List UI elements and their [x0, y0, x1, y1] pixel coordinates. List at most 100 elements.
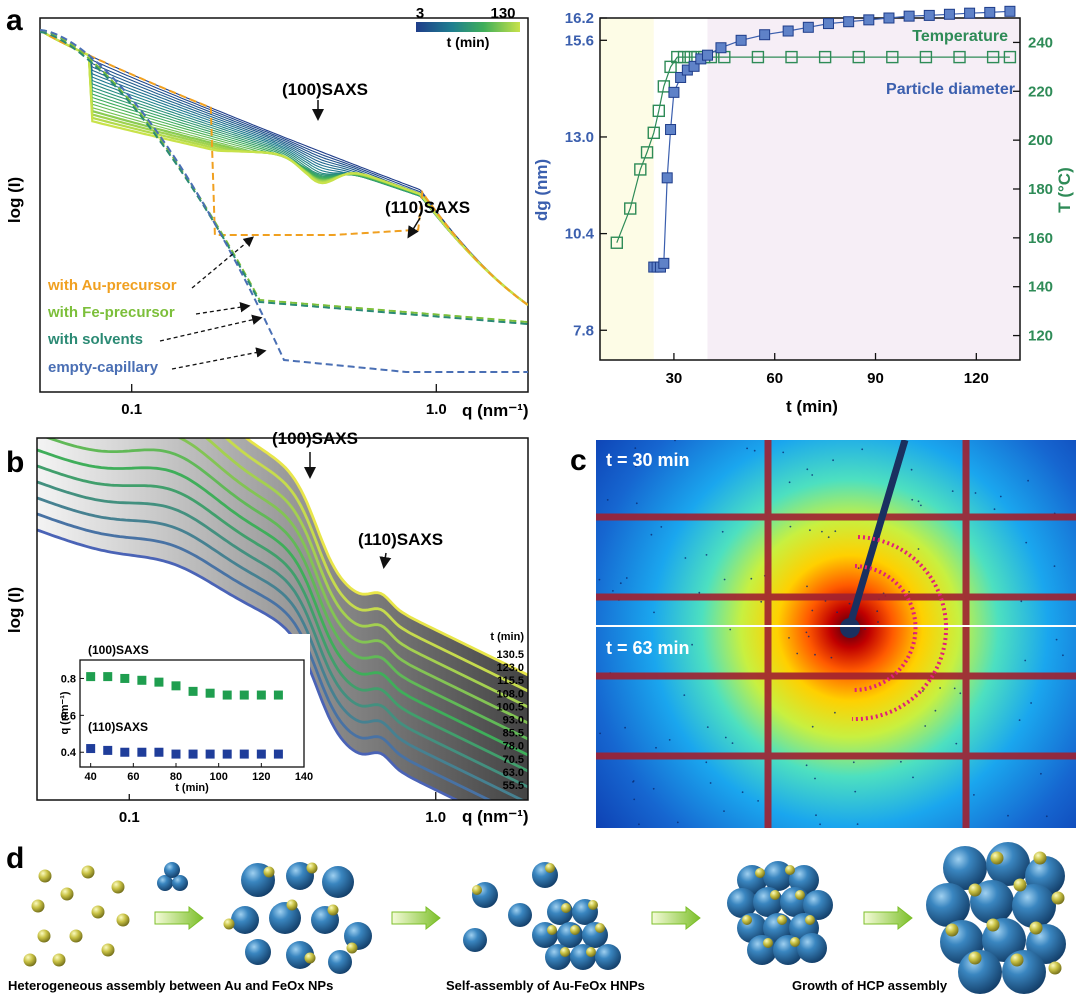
diameter-point [943, 8, 955, 20]
saxs-curve [40, 29, 528, 306]
peak-110-arrow [379, 552, 392, 569]
inset-point [239, 690, 249, 700]
peak-110-annotation: (110)SAXS [358, 530, 443, 549]
inset: 40 60 80 100 120 140 0.4 0.6 0.8 (100)SAXS (110)… [59, 634, 313, 794]
reference-curve [40, 29, 528, 323]
speckle [819, 823, 821, 826]
feox-particle [943, 846, 987, 890]
speckle [934, 709, 937, 712]
reference-curve [40, 29, 528, 373]
diameter-point [688, 60, 700, 72]
au-particle [742, 915, 752, 925]
saxs-curve [40, 29, 528, 306]
inset-points [86, 672, 283, 759]
peak-100-annotation: (100)SAXS [282, 80, 368, 99]
inset-point [86, 744, 96, 754]
speckle [830, 656, 833, 659]
x-tick-label: 0.1 [121, 401, 142, 418]
temperature-point [624, 202, 637, 215]
y-left-tick-label: 13.0 [565, 129, 594, 146]
au-particle [547, 925, 557, 935]
au-particle [790, 937, 800, 947]
au-particle [785, 865, 795, 875]
speckle [789, 525, 792, 528]
process-arrow [154, 905, 204, 931]
speckle [757, 800, 759, 802]
series-label: 108.0 [496, 688, 524, 700]
speckle [625, 577, 628, 579]
speckle [811, 609, 814, 612]
au-particle [52, 953, 66, 967]
saxs-curve [40, 29, 528, 306]
caption-hcp-growth: Growth of HCP assembly [792, 978, 948, 993]
y-right-tick-label: 160 [1028, 230, 1053, 247]
shaded-region [707, 18, 1020, 360]
speckle [683, 694, 686, 696]
speckle [827, 536, 830, 539]
saxs-curve [244, 438, 528, 677]
speckle [811, 474, 814, 476]
saxs-curve [176, 438, 528, 725]
feox-particle [803, 890, 833, 920]
inset-point [137, 675, 147, 685]
feox-particle [231, 906, 259, 934]
speckle [993, 508, 996, 511]
au-particle [69, 929, 83, 943]
series-label: 70.5 [503, 754, 524, 766]
temperature-point [852, 50, 865, 64]
inset-x-tick-label: 100 [209, 771, 227, 783]
speckle [660, 526, 663, 528]
speckle [782, 451, 785, 454]
series-label: 78.0 [503, 741, 524, 753]
colorbar [416, 22, 520, 32]
panel-a-right: 30 60 90 120 7.8 10.4 13.0 15.6 16.2 120 140 160 180… [532, 5, 1074, 416]
au-particle [990, 851, 1004, 865]
y-left-tick-label: 16.2 [565, 10, 594, 27]
temperature-point [671, 50, 684, 64]
speckle [635, 502, 638, 505]
saxs-curve [44, 438, 528, 741]
speckle [911, 498, 914, 501]
temperature-point [986, 50, 1000, 64]
diameter-point [661, 172, 673, 184]
speckle [746, 447, 748, 450]
saxs-curve [37, 512, 493, 800]
feox-particle [245, 939, 271, 965]
peak-100-annotation: (100)SAXS [272, 429, 358, 448]
legend-particle-diameter: Particle diameter [886, 81, 1015, 98]
speckle [814, 777, 816, 780]
feox-particle [595, 944, 621, 970]
speckle [864, 628, 866, 630]
series-label: 100.5 [496, 701, 524, 713]
speckle [834, 711, 836, 714]
au-particle [945, 923, 959, 937]
diameter-point [658, 257, 670, 269]
saxs-curve [40, 29, 528, 306]
speckle [1040, 772, 1042, 775]
feox-particle [547, 899, 573, 925]
au-particle [805, 915, 815, 925]
inset-x-tick-label: 40 [85, 771, 97, 783]
series-label: 123.0 [496, 662, 524, 674]
diameter-point [782, 25, 794, 37]
legend-temperature: Temperature [912, 28, 1008, 45]
speckle [788, 637, 790, 639]
speckle [796, 652, 799, 655]
speckle [674, 440, 676, 442]
legend-title: t (min) [490, 631, 524, 643]
au-particle [1051, 891, 1065, 905]
speckle [729, 628, 732, 631]
speckle [731, 742, 734, 744]
saxs-curve [204, 438, 528, 709]
y-right-tick-label: 140 [1028, 279, 1053, 296]
speckle [815, 814, 817, 817]
speckle [705, 761, 708, 764]
speckle [1025, 541, 1028, 544]
label-t30: t = 30 min [606, 450, 690, 470]
inset-point [171, 749, 181, 759]
speckle [698, 591, 701, 594]
au-particle [38, 869, 52, 883]
series-label: 55.5 [503, 780, 524, 792]
inset-point [137, 747, 147, 757]
